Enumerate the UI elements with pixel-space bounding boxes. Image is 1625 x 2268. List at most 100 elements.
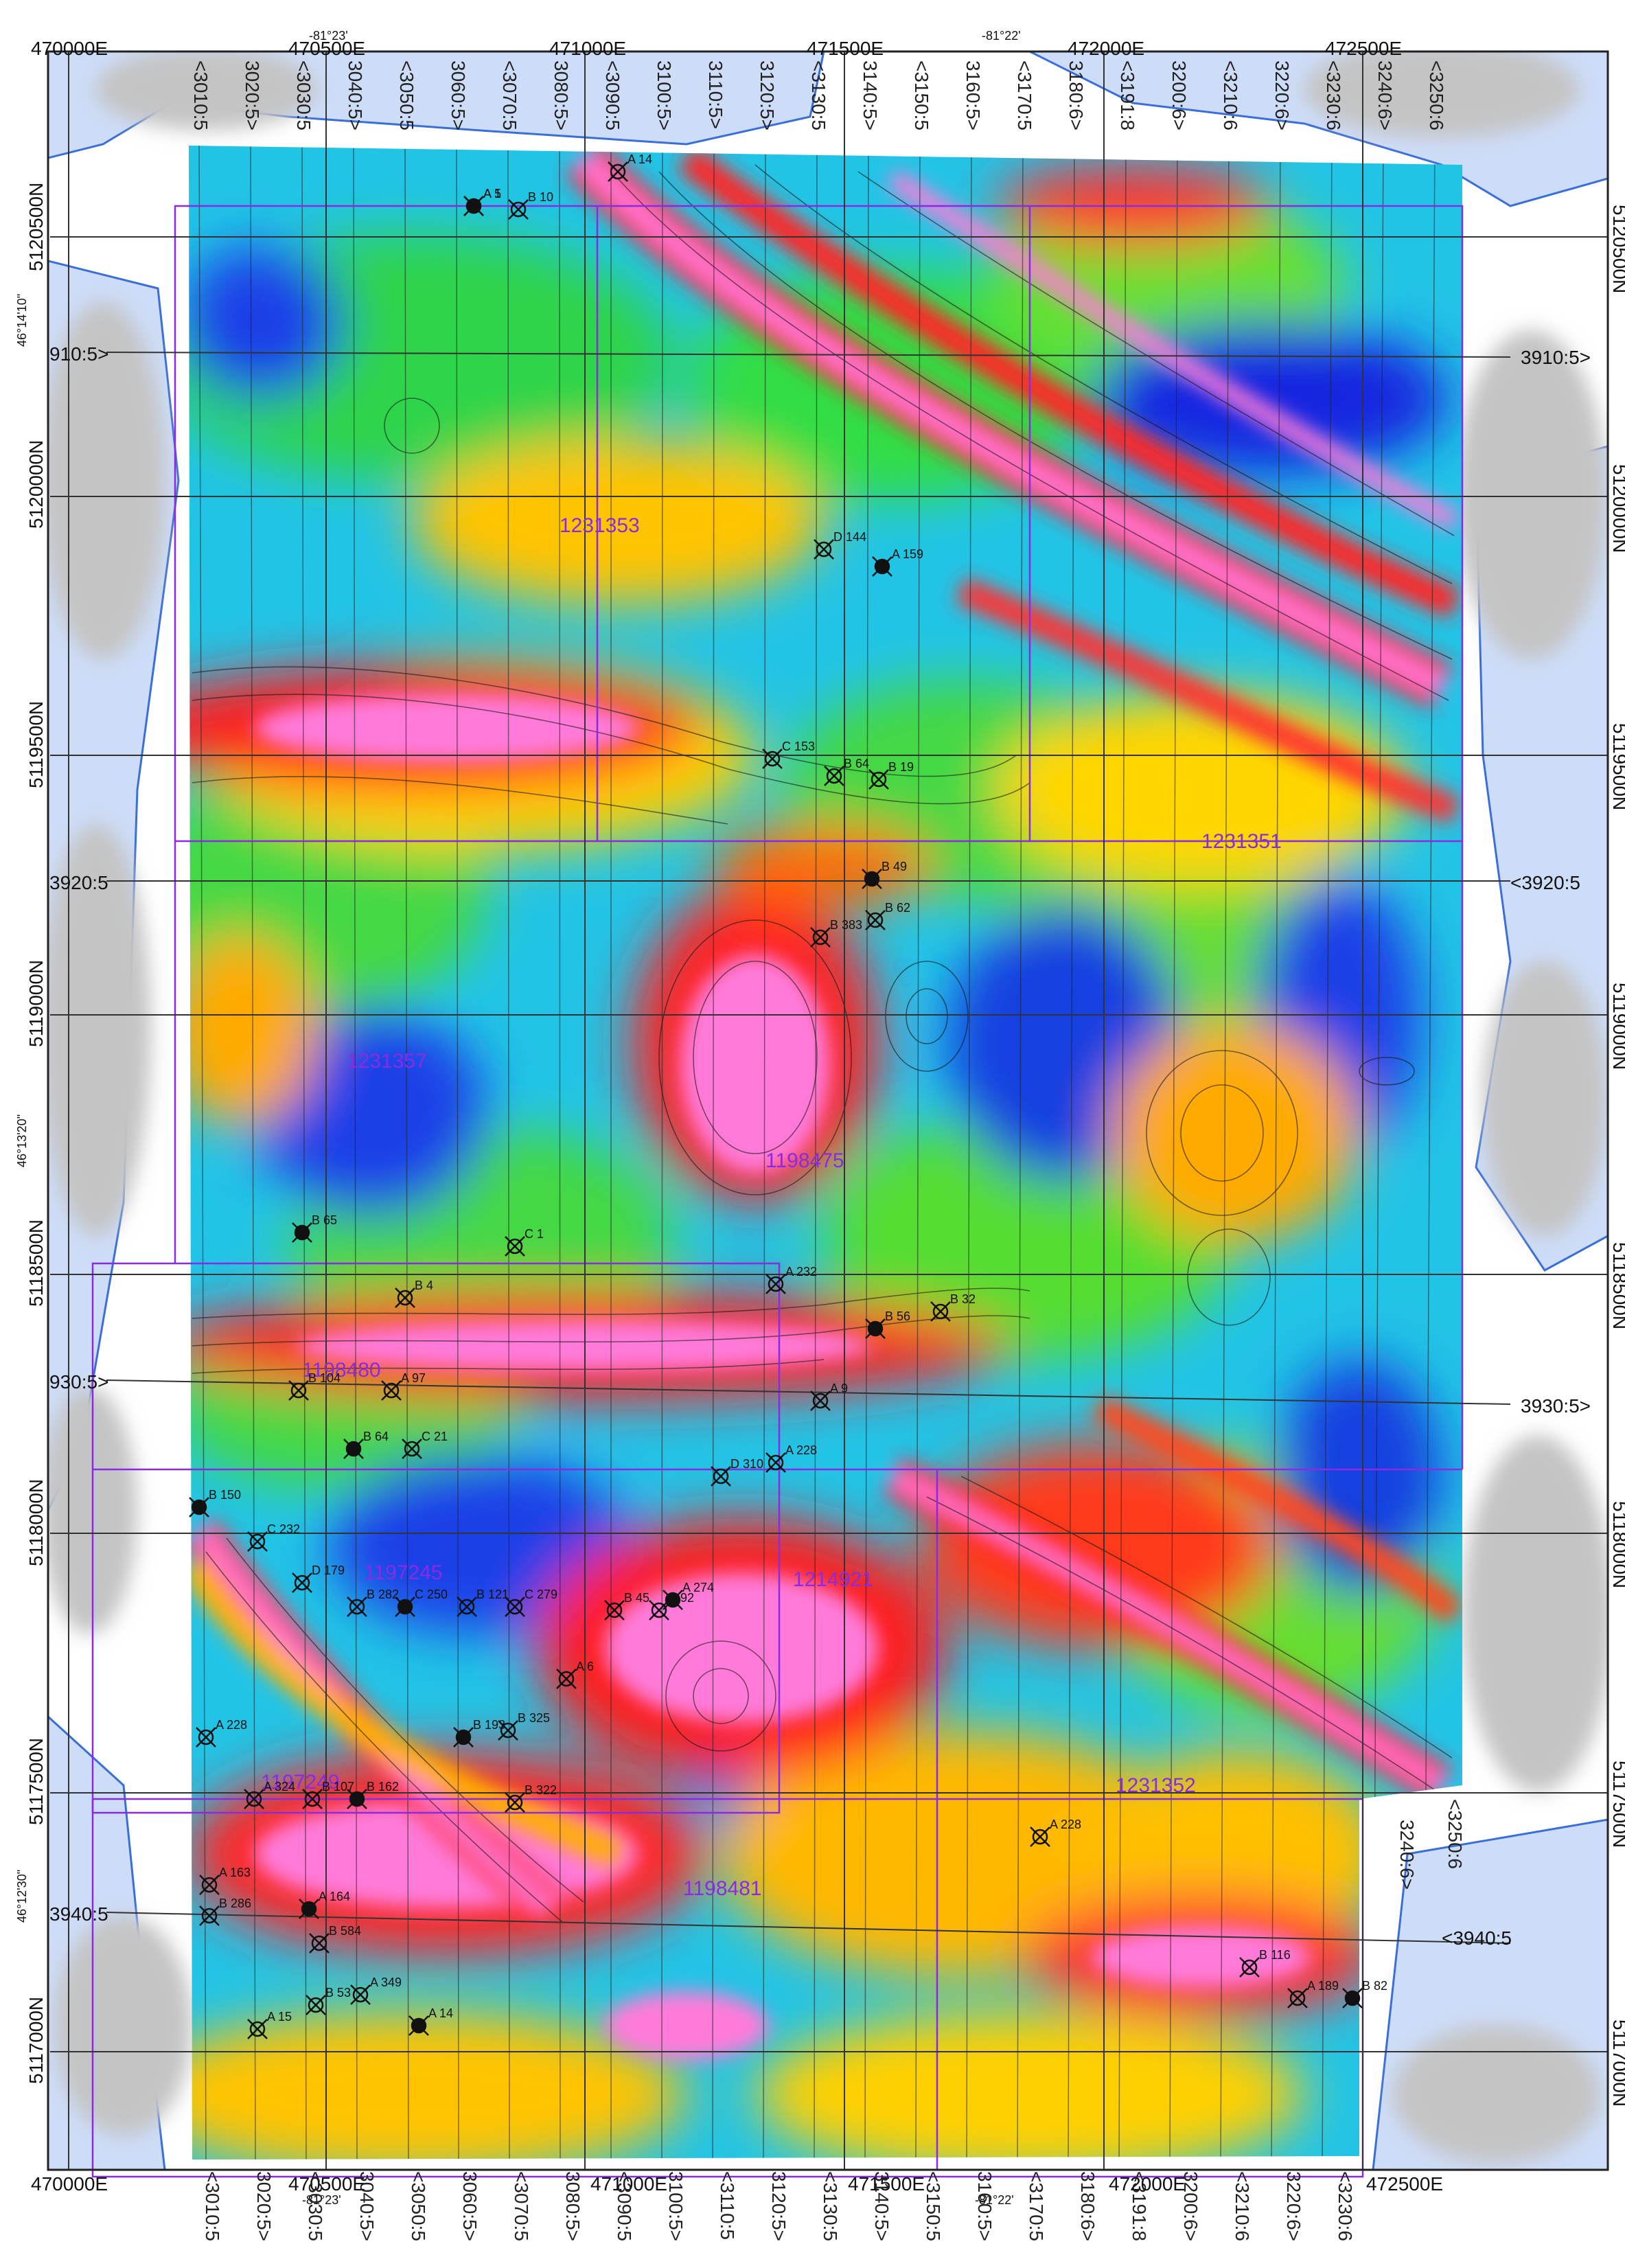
anomaly-label: B 325 [518,1711,550,1725]
anomaly-label: A 14 [428,2006,453,2020]
flight-line-label: 3060:5> [459,2171,481,2241]
svg-text:1231353: 1231353 [560,514,640,537]
anomaly-marker: B 116 [1239,1948,1291,1978]
svg-text:5117000N: 5117000N [1609,2019,1625,2107]
anomaly-label: B 49 [881,860,907,873]
anomaly-label: B 19 [888,760,914,774]
flight-line-label: <3250:6 [1426,60,1447,130]
flight-line-label: 3020:5> [242,60,263,130]
anomaly-label: A 164 [319,1890,350,1903]
svg-text:1231352: 1231352 [1116,1774,1196,1797]
svg-text:5119000N: 5119000N [25,960,47,1047]
svg-text:472500E: 472500E [1325,38,1402,59]
tie-line-labels: 910:5> 3910:5> 3920:5 <3920:5 930:5> 393… [49,343,1591,1949]
anomaly-label: B 32 [950,1292,976,1306]
anomaly-marker: B 53 [306,1986,351,2015]
flight-line-label: <3010:5 [202,2171,223,2241]
svg-text:472000E: 472000E [1068,38,1144,59]
flight-line-label: 3220:6> [1271,60,1293,130]
svg-text:5118000N: 5118000N [1609,1501,1625,1588]
svg-text:<3940:5: <3940:5 [1442,1927,1512,1949]
anomaly-marker: A 324 [244,1780,295,1809]
svg-text:470500E: 470500E [288,2173,365,2195]
anomaly-label: B 121 [476,1588,509,1601]
svg-text:1198481: 1198481 [683,1877,762,1900]
anomaly-marker: B 49 [862,860,907,889]
flight-line-label: <3230:6 [1323,60,1344,130]
flight-line-label: <3150:5 [911,60,932,130]
flight-line-label: 3020:5> [253,2171,275,2241]
anomaly-label: B 92 [669,1591,694,1605]
anomaly-label: C 21 [422,1430,448,1443]
anomaly-marker: A 189 [1287,1979,1339,2008]
svg-text:471000E: 471000E [590,2173,667,2195]
anomaly-label: D 144 [833,530,866,544]
anomaly-label: B 4 [415,1279,433,1292]
svg-text:3940:5: 3940:5 [49,1903,108,1925]
flight-line-label: <3110:5 [717,2171,738,2240]
anomaly-marker: B 19 [868,760,914,790]
anomaly-label: B 64 [363,1430,389,1443]
svg-text:472500E: 472500E [1366,2173,1443,2195]
svg-text:-81°22': -81°22' [982,29,1021,43]
anomaly-label: B 104 [308,1371,341,1385]
anomaly-label: D 310 [730,1457,763,1471]
flight-line-label: <3070:5 [511,2171,532,2241]
flight-line-label: 3110:5> [705,60,726,129]
svg-text:470000E: 470000E [31,38,108,59]
flight-line-label: <3210:6 [1220,60,1241,130]
svg-text:471000E: 471000E [549,38,626,59]
northing-labels-right: 5120500N 5120000N 5119500N 5119000N 5118… [1609,205,1625,2107]
anomaly-label: B 162 [367,1780,399,1794]
flight-line-label: <3130:5 [820,2171,841,2241]
anomaly-marker: A 159 [872,547,923,577]
flight-line-label: 3040:5> [345,60,366,130]
svg-text:5119500N: 5119500N [1609,723,1625,810]
flight-line-label: 3060:5> [448,60,469,130]
flight-line-labels-top: <3010:5 3020:5> <3030:5 3040:5> <3050:5 3060:… [190,60,1447,130]
flight-line-label: 3140:5> [871,2171,892,2241]
anomaly-label: C 279 [525,1588,557,1601]
anomaly-marker: D 144 [814,530,866,560]
flight-line-label: 3040:5> [356,2171,378,2241]
flight-line-labels-right: <3250:6 3240:6> [1396,1799,1466,1890]
anomaly-marker: A 274 [662,1581,714,1610]
svg-text:1197249: 1197249 [261,1771,340,1794]
anomaly-marker: A 97 [381,1371,426,1401]
flight-line-label: 3080:5> [551,60,572,130]
flight-line-label: <3030:5 [293,60,314,130]
anomaly-label: B 53 [325,1986,351,2000]
svg-text:46°13'20": 46°13'20" [15,1114,29,1167]
anomaly-label: B 584 [329,1924,361,1938]
anomaly-label: B 65 [312,1213,337,1227]
anomaly-label: A 228 [1050,1818,1081,1831]
svg-text:5117500N: 5117500N [1609,1761,1625,1848]
anomaly-marker: B 150 [189,1488,241,1517]
flight-line-label: <3170:5 [1026,2171,1047,2241]
anomaly-marker: A 228 [1030,1818,1081,1847]
anomaly-label: A 189 [1307,1979,1339,1993]
svg-text:5119000N: 5119000N [1609,983,1625,1070]
anomaly-marker: C 232 [247,1522,300,1552]
flight-line-label: <3130:5 [808,60,829,130]
anomaly-label: B 10 [528,190,553,204]
anomaly-marker: B 584 [309,1924,361,1954]
anomaly-label: A 15 [267,2010,292,2024]
easting-labels-top: 470000E 470500E 471000E 471500E 472000E … [31,29,1402,59]
svg-text:5118000N: 5118000N [25,1479,47,1566]
anomaly-label: A 228 [785,1443,817,1457]
anomaly-label: B 193 [473,1718,505,1732]
anomaly-label: B 45 [624,1591,649,1605]
anomaly-label: A 9 [830,1382,848,1395]
anomaly-label: B 64 [844,757,869,770]
anomaly-marker: C 250 [395,1588,448,1617]
anomaly-marker: B 383 [810,918,862,948]
svg-text:470500E: 470500E [288,38,365,59]
anomaly-marker: A 228 [196,1718,247,1748]
northing-labels-left: 5120500N 5120000N 5119500N 5119000N 5118… [15,183,47,2084]
anomaly-label: B 383 [830,918,862,932]
anomaly-marker: B 65 [292,1213,337,1243]
anomaly-label: C 232 [267,1522,300,1536]
anomaly-marker: D 179 [292,1563,345,1593]
flight-line-label: <3170:5 [1014,60,1035,130]
